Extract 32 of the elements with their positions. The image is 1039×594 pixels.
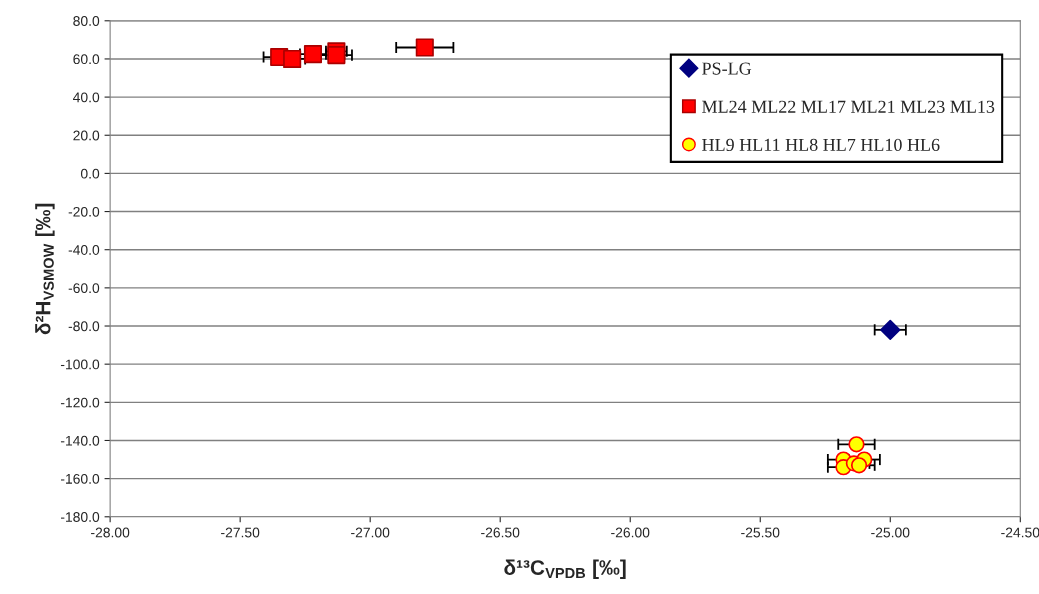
point <box>850 457 868 474</box>
legend-label: HL9 HL11 HL8 HL7 HL10 HL6 <box>702 138 940 151</box>
x-tick-label: -26.00 <box>611 527 650 538</box>
point <box>303 45 323 64</box>
y-tick-label: -180.0 <box>60 512 100 522</box>
point <box>415 38 434 57</box>
y-tick-label: -40.0 <box>68 245 100 255</box>
x-tick-label: -25.00 <box>871 527 910 538</box>
y-tick-label: -160.0 <box>60 473 100 484</box>
y-axis-title: δ²H$_{VSMOW}$ [‰] <box>35 203 55 335</box>
legend-label: ML24 ML22 ML17 ML21 ML23 ML13 <box>702 100 995 113</box>
y-tick-label: 80.0 <box>73 16 100 26</box>
y-tick-label: -120.0 <box>60 397 100 408</box>
point <box>880 319 901 340</box>
x-tick-label: -27.50 <box>221 527 260 538</box>
y-tick-label: 60.0 <box>73 54 100 65</box>
y-tick-label: -100.0 <box>60 359 100 370</box>
y-tick-label: 0.0 <box>80 168 100 179</box>
x-tick-label: -25.50 <box>741 527 780 538</box>
y-tick-label: -60.0 <box>68 283 100 294</box>
y-tick-label: -80.0 <box>68 321 100 332</box>
y-tick-label: -140.0 <box>60 435 100 446</box>
y-tick-label: 20.0 <box>73 130 100 141</box>
x-tick-label: -28.00 <box>91 527 130 538</box>
x-tick-label: -27.00 <box>351 527 390 538</box>
point <box>848 436 865 453</box>
y-tick-label: -20.0 <box>68 206 100 217</box>
legend-label: PS-LG <box>702 62 752 75</box>
y-tick-label: 40.0 <box>73 92 100 103</box>
x-axis-title: δ¹³C$_{VPDB}$ [‰] <box>504 559 626 580</box>
x-tick-label: -24.50 <box>1001 527 1039 538</box>
x-tick-label: -26.50 <box>481 527 520 538</box>
